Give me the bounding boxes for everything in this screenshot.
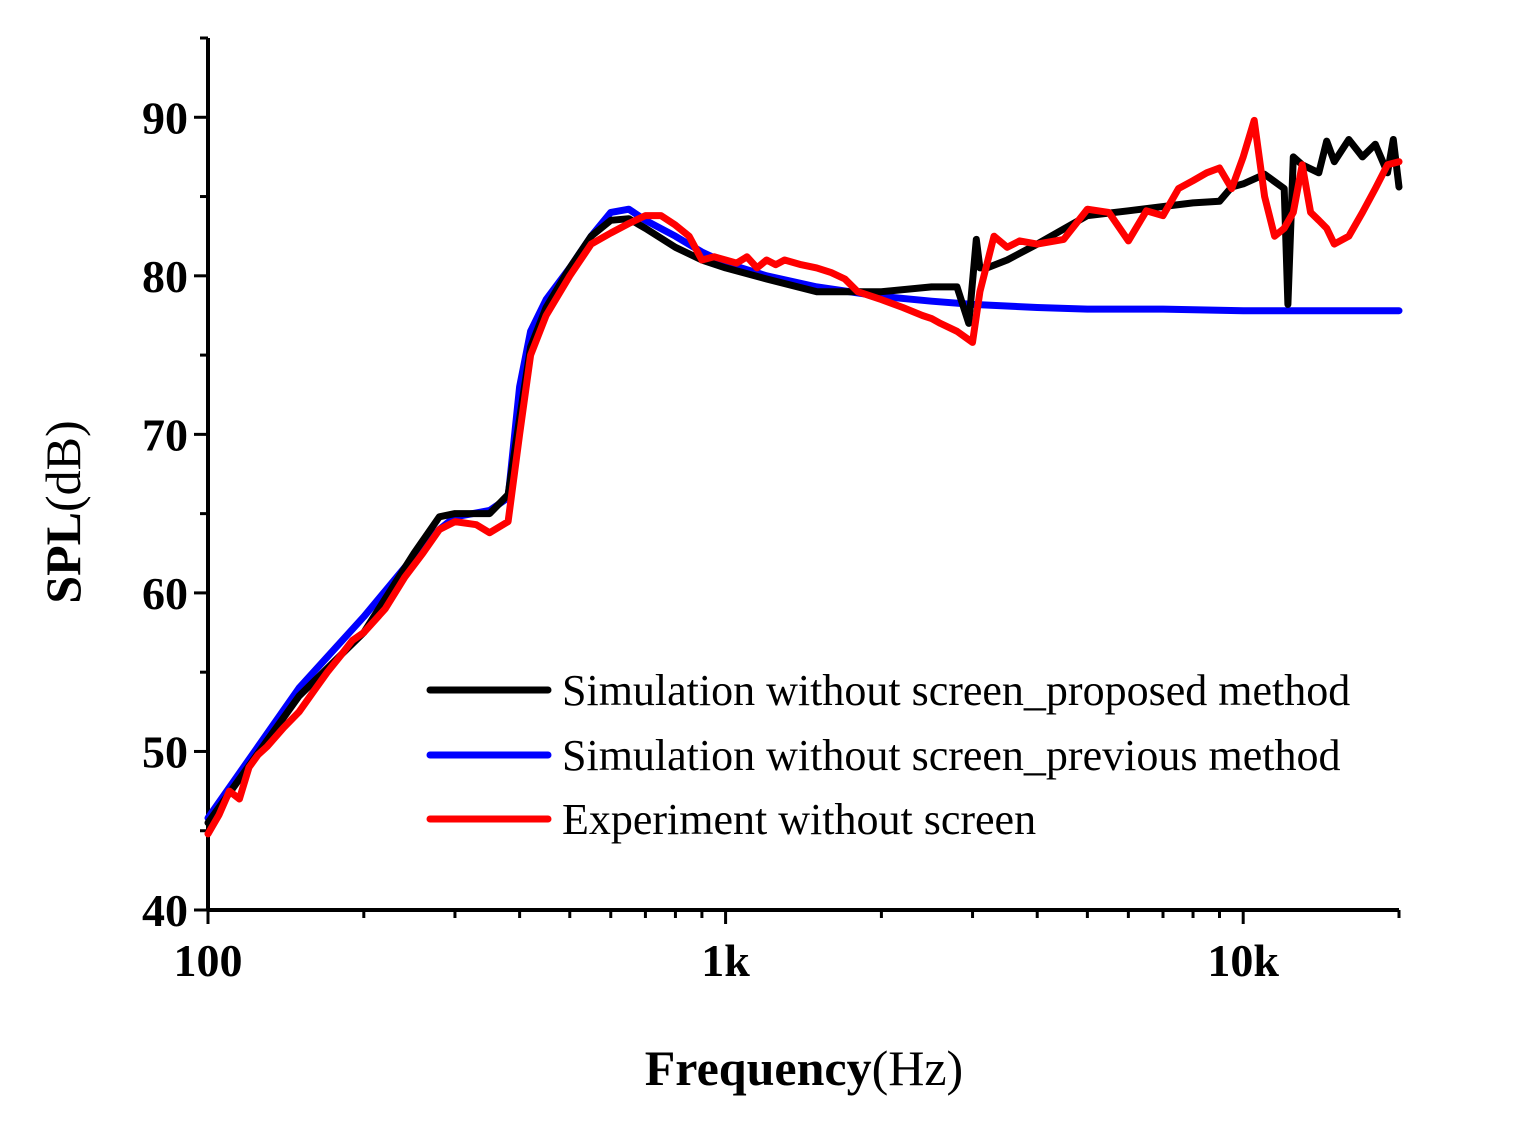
x-tick-label: 100 (174, 935, 243, 986)
x-ticks: 100 1k 10k (174, 910, 1401, 986)
x-tick-label: 1k (701, 935, 750, 986)
series-line-proposed (204, 136, 1403, 827)
legend: Simulation without screen_proposed metho… (426, 666, 1350, 844)
y-axis-title: SPL(dB) (35, 420, 91, 603)
y-tick-label: 60 (142, 568, 188, 619)
y-tick-label: 50 (142, 726, 188, 777)
series-line-previous (204, 205, 1403, 822)
legend-label-proposed: Simulation without screen_proposed metho… (562, 666, 1350, 715)
y-ticks: 40 50 60 70 80 90 (142, 36, 208, 936)
axes (206, 38, 1399, 912)
y-tick-label: 40 (142, 885, 188, 936)
x-axis-title-bold: Frequency (645, 1040, 872, 1096)
y-axis-title-bold: SPL (35, 512, 91, 604)
legend-label-previous: Simulation without screen_previous metho… (562, 731, 1340, 780)
y-tick-label: 80 (142, 251, 188, 302)
series-line-experiment (204, 116, 1403, 838)
x-axis-title: Frequency(Hz) (645, 1040, 963, 1096)
series-group (204, 116, 1403, 838)
y-axis-title-unit: (dB) (35, 420, 91, 512)
y-tick-label: 90 (142, 92, 188, 143)
x-tick-label: 10k (1207, 935, 1279, 986)
x-axis-title-unit: (Hz) (872, 1040, 964, 1096)
legend-label-experiment: Experiment without screen (562, 795, 1036, 844)
y-tick-label: 70 (142, 409, 188, 460)
